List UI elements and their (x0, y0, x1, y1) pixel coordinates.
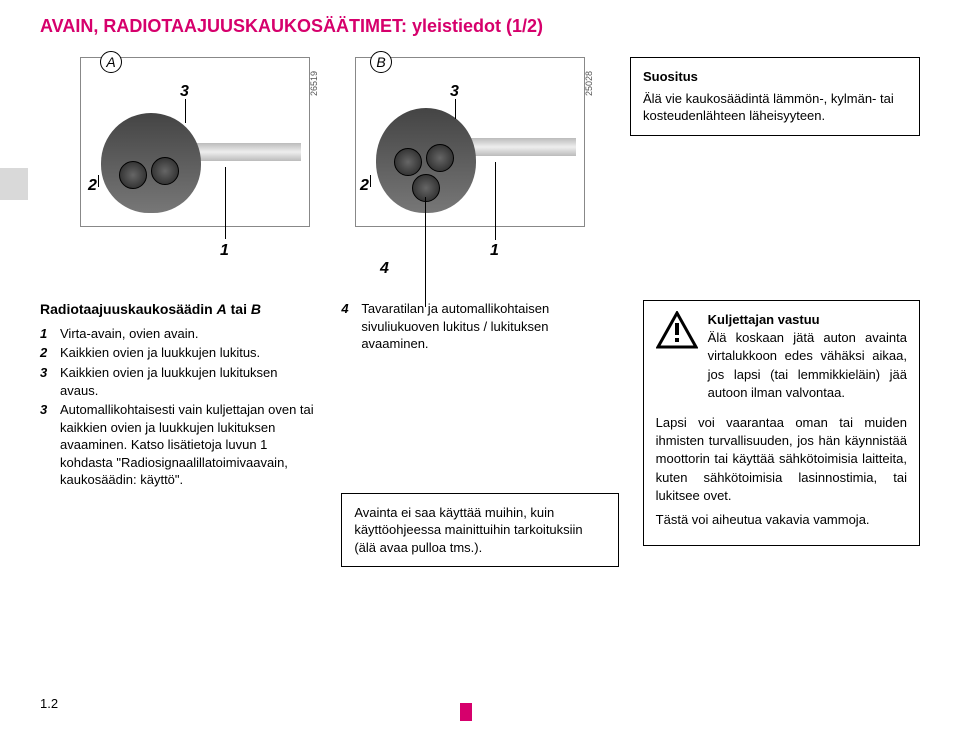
definition-item: 3 Kaikkien ovien ja luukkujen lukituksen… (40, 364, 317, 399)
key-button (426, 144, 454, 172)
key-blade-a (191, 143, 301, 161)
heading-b: B (251, 301, 261, 317)
warning-box: Kuljettajan vastuu Älä koskaan jätä auto… (643, 300, 920, 546)
callout-2: 2 (360, 177, 369, 195)
page-number: 1.2 (40, 696, 58, 711)
figure-a-label: A (100, 51, 122, 73)
callout-line (370, 175, 371, 187)
image-number-b: 25028 (584, 71, 594, 96)
definition-item: 2 Kaikkien ovien ja luukkujen lukitus. (40, 344, 317, 362)
warning-icon (656, 311, 698, 349)
callout-1: 1 (490, 242, 499, 260)
definition-item: 4 Tavaratilan ja automallikohtaisen sivu… (341, 300, 618, 353)
callout-1: 1 (220, 242, 229, 260)
figure-b: 25028 (355, 57, 585, 227)
column-middle: 4 Tavaratilan ja automallikohtaisen sivu… (341, 300, 618, 567)
figures-area: 26519 A 25028 B 2 3 1 2 3 1 Suositus Älä… (40, 47, 959, 287)
figure-b-label: B (370, 51, 392, 73)
callout-line (185, 99, 186, 123)
heading-text: Radiotaajuuskaukosäädin (40, 301, 217, 317)
item-text: Kaikkien ovien ja luukkujen lukituksen a… (60, 364, 317, 399)
item-number: 4 (341, 300, 355, 353)
left-heading: Radiotaajuuskaukosäädin A tai B (40, 300, 317, 319)
column-right: Kuljettajan vastuu Älä koskaan jätä auto… (643, 300, 920, 567)
key-body-b (376, 108, 476, 213)
note-box: Avainta ei saa käyttää muihin, kuin käyt… (341, 493, 618, 568)
item-number: 3 (40, 401, 54, 489)
recommendation-header: Suositus (643, 68, 907, 86)
item-text: Tavaratilan ja automallikohtaisen sivuli… (361, 300, 618, 353)
key-button (119, 161, 147, 189)
item-text: Virta-avain, ovien avain. (60, 325, 199, 343)
key-button (151, 157, 179, 185)
key-body-a (101, 113, 201, 213)
callout-line (425, 197, 426, 307)
callout-2: 2 (88, 177, 97, 195)
figure-a: 26519 (80, 57, 310, 227)
item-number: 2 (40, 344, 54, 362)
definition-item: 1 Virta-avain, ovien avain. (40, 325, 317, 343)
columns: Radiotaajuuskaukosäädin A tai B 1 Virta-… (40, 300, 920, 567)
callout-line (98, 175, 99, 187)
warning-title: Kuljettajan vastuu (708, 311, 907, 329)
item-number: 1 (40, 325, 54, 343)
item-text: Automallikohtaisesti vain kuljettajan ov… (60, 401, 317, 489)
item-number: 3 (40, 364, 54, 399)
side-tab (0, 168, 28, 200)
callout-4: 4 (380, 260, 389, 278)
warning-p3: Tästä voi aiheutua vakavia vammoja. (656, 511, 907, 529)
key-button (394, 148, 422, 176)
warning-p1: Älä koskaan jätä auton avainta virtalukk… (708, 329, 907, 402)
key-blade-b (466, 138, 576, 156)
callout-line (225, 167, 226, 239)
key-button (412, 174, 440, 202)
callout-line (455, 99, 456, 119)
item-text: Kaikkien ovien ja luukkujen lukitus. (60, 344, 260, 362)
image-number-a: 26519 (309, 71, 319, 96)
recommendation-box: Suositus Älä vie kaukosäädintä lämmön-, … (630, 57, 920, 136)
warning-head: Kuljettajan vastuu Älä koskaan jätä auto… (656, 311, 907, 408)
recommendation-body: Älä vie kaukosäädintä lämmön-, kylmän- t… (643, 90, 907, 125)
callout-line (495, 162, 496, 240)
page-title: AVAIN, RADIOTAAJUUSKAUKOSÄÄTIMET: yleist… (0, 0, 959, 47)
heading-mid: tai (227, 301, 251, 317)
warning-p2: Lapsi voi vaarantaa oman tai muiden ihmi… (656, 414, 907, 505)
column-left: Radiotaajuuskaukosäädin A tai B 1 Virta-… (40, 300, 317, 567)
heading-a: A (217, 301, 227, 317)
definition-item: 3 Automallikohtaisesti vain kuljettajan … (40, 401, 317, 489)
page-marker (460, 703, 472, 721)
